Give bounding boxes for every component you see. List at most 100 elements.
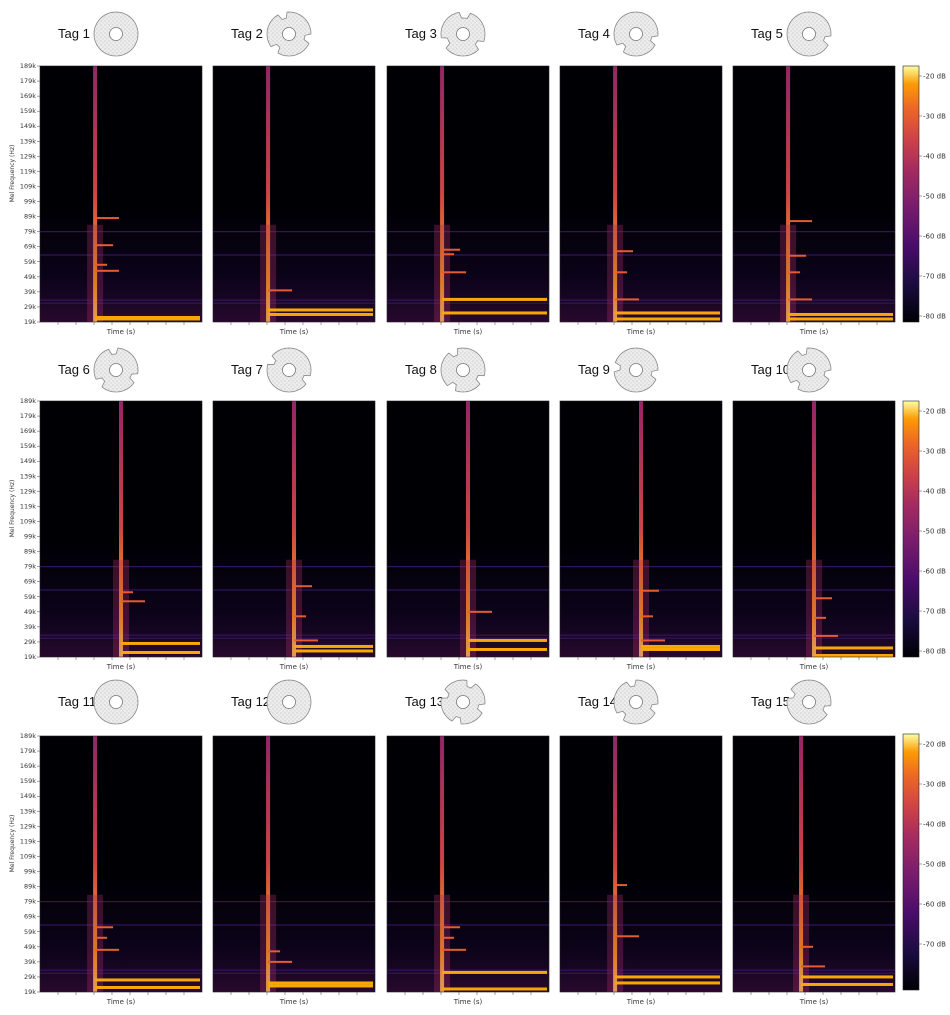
harmonic-line	[294, 585, 312, 588]
x-axis-label: Time (s)	[279, 328, 309, 336]
y-tick-label: 179k	[20, 412, 36, 420]
y-tick-label: 159k	[20, 442, 36, 450]
colorbar-tick-label: -50 dB	[923, 528, 946, 536]
y-tick-label: 149k	[20, 792, 36, 800]
spectrogram-panel: Tag 6 Time (s) 19k 29k 39k 49k 59k 69k 79k 89k 99k…	[9, 347, 203, 671]
harmonic-line	[814, 653, 893, 657]
y-tick-label: 189k	[20, 397, 36, 405]
harmonic-line	[801, 975, 893, 979]
harmonic-line	[615, 884, 628, 887]
colorbar: -20 dB -30 dB -40 dB -50 dB -60 dB -70 dB -80 …	[902, 400, 946, 658]
y-tick-label: 99k	[24, 533, 36, 541]
harmonic-line	[442, 987, 547, 991]
harmonic-line	[468, 610, 492, 613]
y-tick-label: 69k	[24, 913, 36, 921]
harmonic-line	[641, 589, 659, 592]
spectrogram-panel: Tag 10 Time (s)	[732, 347, 896, 671]
noise-haze	[213, 206, 375, 322]
panel-title: Tag 13	[405, 694, 444, 709]
harmonic-line	[442, 948, 467, 951]
x-axis-label: Time (s)	[106, 328, 136, 336]
impulse-glow	[286, 559, 302, 657]
y-tick-label: 59k	[24, 928, 36, 936]
harmonic-line	[801, 982, 893, 986]
noise-haze	[213, 876, 375, 992]
disc-hole	[802, 363, 816, 377]
spectrogram-panel: Tag 8 Time (s)	[386, 347, 550, 671]
impulse-glow	[780, 224, 797, 322]
x-axis-label: Time (s)	[799, 998, 829, 1006]
y-tick-label: 149k	[20, 122, 36, 130]
colorbar: -20 dB -30 dB -40 dB -50 dB -60 dB -70 dB	[902, 733, 946, 991]
y-tick-label: 159k	[20, 107, 36, 115]
harmonic-line	[442, 253, 455, 256]
y-tick-label: 59k	[24, 258, 36, 266]
harmonic-line	[788, 317, 893, 321]
spectrogram-panel: Tag 3 Time (s)	[386, 11, 550, 336]
harmonic-line	[268, 308, 373, 312]
impulse-column	[119, 401, 123, 657]
x-axis-label: Time (s)	[799, 663, 829, 671]
colorbar-tick-label: -70 dB	[923, 608, 946, 616]
impulse-column	[440, 66, 445, 322]
y-tick-label: 69k	[24, 578, 36, 586]
harmonic-line	[801, 945, 814, 948]
panel-title: Tag 5	[751, 26, 783, 41]
impulse-glow	[260, 224, 277, 322]
axes-frame	[39, 400, 203, 658]
harmonic-line	[95, 926, 114, 929]
colorbar-gradient	[902, 733, 920, 991]
harmonic-line	[95, 985, 200, 989]
spectrogram-panel: Tag 1 Time (s) 19k 29k 39k 49k 59k 69k 79k 89k 99k…	[9, 11, 203, 336]
y-tick-label: 149k	[20, 457, 36, 465]
y-tick-label: 79k	[24, 563, 36, 571]
harmonic-line	[442, 271, 467, 274]
noise-haze	[560, 206, 722, 322]
spectrogram-panel: Tag 5 Time (s)	[732, 11, 896, 336]
impulse-glow	[460, 559, 476, 657]
panel-title: Tag 14	[578, 694, 617, 709]
spectrogram-panel: Tag 4 Time (s)	[559, 11, 723, 336]
noise-haze	[733, 206, 895, 322]
colorbar-tick-label: -80 dB	[923, 648, 946, 656]
impulse-column	[440, 736, 445, 992]
impulse-glow	[607, 224, 624, 322]
harmonic-line	[95, 978, 200, 982]
panel-title: Tag 8	[405, 362, 437, 377]
disc-hole	[282, 363, 296, 377]
impulse-column	[613, 736, 618, 992]
harmonic-line	[95, 317, 200, 321]
y-tick-label: 89k	[24, 883, 36, 891]
spectrogram-panel: Tag 11 Time (s) 19k 29k 39k 49k 59k 69k 79k 89k 99…	[9, 679, 203, 1006]
harmonic-line	[814, 616, 826, 619]
x-axis-label: Time (s)	[453, 328, 483, 336]
colorbar-tick-label: -60 dB	[923, 233, 946, 241]
harmonic-line	[268, 981, 373, 985]
colorbar-tick-label: -40 dB	[923, 153, 946, 161]
harmonic-line	[641, 644, 720, 648]
colorbar-tick-label: -50 dB	[923, 861, 946, 869]
panel-title: Tag 3	[405, 26, 437, 41]
disc-hole	[109, 695, 123, 709]
noise-haze	[387, 876, 549, 992]
impulse-glow	[87, 224, 104, 322]
disc-hole	[282, 27, 296, 41]
colorbar-tick-label: -60 dB	[923, 568, 946, 576]
colorbar-tick-label: -40 dB	[923, 488, 946, 496]
x-axis-label: Time (s)	[626, 328, 656, 336]
x-axis-label: Time (s)	[453, 663, 483, 671]
y-tick-label: 119k	[20, 502, 36, 510]
y-tick-label: 99k	[24, 868, 36, 876]
colorbar-gradient	[902, 65, 920, 323]
y-tick-label: 139k	[20, 472, 36, 480]
y-tick-label: 119k	[20, 167, 36, 175]
y-tick-label: 29k	[24, 638, 36, 646]
y-tick-label: 179k	[20, 77, 36, 85]
disc-hole	[802, 695, 816, 709]
panel-title: Tag 12	[231, 694, 270, 709]
y-tick-label: 19k	[24, 653, 36, 661]
panel-title: Tag 10	[751, 362, 790, 377]
noise-haze	[40, 206, 202, 322]
y-tick-label: 49k	[24, 608, 36, 616]
colorbar-tick-label: -30 dB	[923, 781, 946, 789]
